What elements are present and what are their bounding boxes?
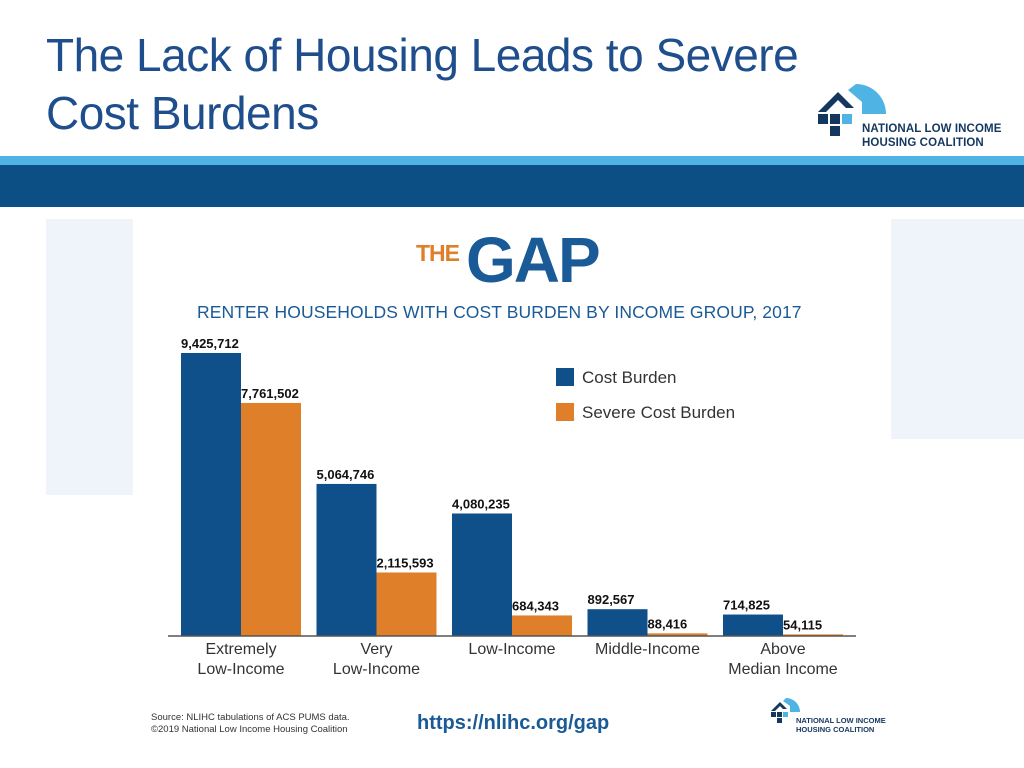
logo-the-text: THE [416, 240, 460, 266]
header-band-light [0, 156, 1024, 165]
bar-cost-burden-1 [316, 483, 377, 636]
background-block-right [891, 219, 1024, 439]
gap-url-link[interactable]: https://nlihc.org/gap [417, 712, 610, 734]
data-label-severe-3: 88,416 [648, 616, 688, 631]
bar-cost-burden-3 [587, 609, 648, 636]
header-org-name: NATIONAL LOW INCOME HOUSING COALITION [862, 122, 1001, 150]
slide-title-line2: Cost Burdens [46, 87, 319, 139]
footer-logo: NATIONAL LOW INCOME HOUSING COALITION [770, 696, 900, 740]
data-label-cost-burden-4: 714,825 [723, 598, 770, 613]
category-label-3-0: Middle-Income [595, 641, 700, 658]
category-label-1-1: Low-Income [333, 661, 420, 678]
slide-title: The Lack of Housing Leads to Severe Cost… [46, 26, 806, 142]
bar-cost-burden-4 [723, 614, 783, 636]
source-line1: Source: NLIHC tabulations of ACS PUMS da… [151, 712, 350, 723]
category-label-0-1: Low-Income [197, 661, 284, 678]
bar-severe-0 [241, 402, 301, 636]
data-label-cost-burden-2: 4,080,235 [452, 496, 510, 511]
legend-swatch-cost-burden [556, 368, 574, 386]
chart-title: RENTER HOUSEHOLDS WITH COST BURDEN BY IN… [197, 302, 802, 322]
legend-label-cost-burden: Cost Burden [582, 368, 677, 387]
data-label-severe-0: 7,761,502 [241, 386, 299, 401]
header-org-line2: HOUSING COALITION [862, 137, 984, 149]
data-label-severe-4: 54,115 [783, 617, 822, 632]
category-label-1-0: Very [360, 641, 392, 658]
data-label-cost-burden-1: 5,064,746 [317, 467, 375, 482]
logo-gap-text: GAP [466, 224, 601, 296]
category-label-0-0: Extremely [205, 641, 276, 658]
legend-item-severe: Severe Cost Burden [556, 403, 735, 423]
category-label-4-1: Median Income [728, 661, 837, 678]
legend-item-cost-burden: Cost Burden [556, 368, 677, 388]
data-label-cost-burden-3: 892,567 [588, 592, 635, 607]
footer-org-line2: HOUSING COALITION [796, 725, 875, 734]
bar-cost-burden-2 [452, 513, 512, 636]
header-org-line1: NATIONAL LOW INCOME [862, 123, 1002, 135]
bar-severe-4 [783, 634, 843, 636]
category-label-4-0: Above [760, 641, 805, 658]
bar-severe-3 [647, 633, 708, 636]
background-block-left [46, 219, 133, 495]
source-note: Source: NLIHC tabulations of ACS PUMS da… [151, 712, 350, 736]
footer-house-logo-icon [771, 698, 800, 723]
data-label-severe-1: 2,115,593 [377, 555, 434, 570]
footer-org-name: NATIONAL LOW INCOME HOUSING COALITION [796, 716, 886, 734]
data-label-cost-burden-0: 9,425,712 [181, 336, 239, 351]
data-label-severe-2: 684,343 [512, 598, 559, 613]
bar-severe-2 [512, 615, 572, 636]
bar-cost-burden-0 [181, 353, 241, 636]
footer-org-line1: NATIONAL LOW INCOME [796, 716, 886, 725]
legend-label-severe: Severe Cost Burden [582, 403, 736, 422]
bar-severe-1 [376, 572, 437, 636]
header-logo: NATIONAL LOW INCOME HOUSING COALITION [816, 78, 1016, 152]
category-label-2-0: Low-Income [468, 641, 555, 658]
legend-swatch-severe [556, 403, 574, 421]
header-band-dark [0, 165, 1024, 207]
slide-title-line1: The Lack of Housing Leads to Severe [46, 29, 799, 81]
source-line2: ©2019 National Low Income Housing Coalit… [151, 724, 348, 735]
house-logo-icon [818, 84, 886, 136]
